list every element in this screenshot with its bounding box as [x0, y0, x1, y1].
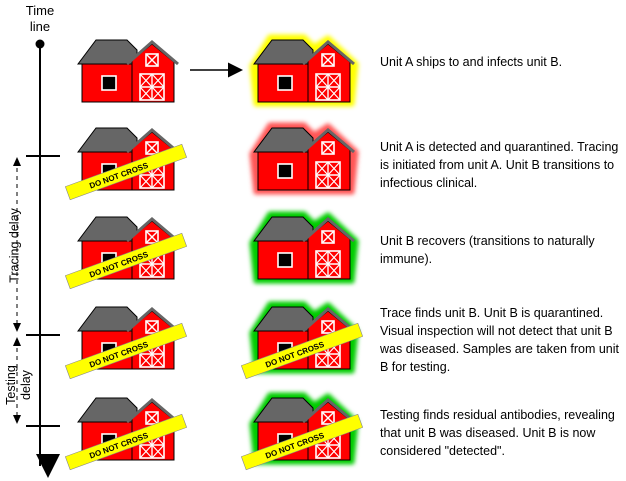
tracing-delay-label: Tracing delay [7, 208, 22, 283]
timeline-label: Time line [25, 3, 55, 34]
barn-unit-a [76, 38, 180, 104]
row-description-5: Testing finds residual antibodies, revea… [380, 408, 615, 458]
row-description-2: Unit A is detected and quarantined. Trac… [380, 140, 619, 190]
timeline-start-dot [35, 39, 45, 49]
row-description-3: Unit B recovers (transitions to naturall… [380, 234, 595, 266]
row-description-4: Trace finds unit B. Unit B is quarantine… [380, 306, 620, 374]
testing-delay-label: Testing delay [4, 365, 33, 405]
row-description-1: Unit A ships to and infects unit B. [380, 55, 563, 69]
